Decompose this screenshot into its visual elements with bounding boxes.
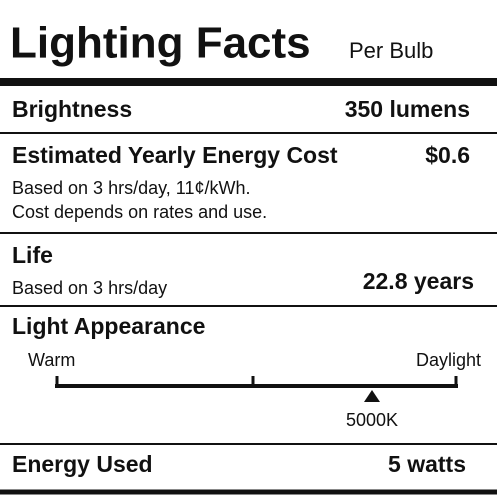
cost-value: $0.6 xyxy=(425,142,470,168)
brightness-label: Brightness xyxy=(12,96,132,122)
cost-note: Cost depends on rates and use. xyxy=(12,202,267,222)
appearance-value: 5000K xyxy=(346,410,398,430)
cost-label: Estimated Yearly Energy Cost xyxy=(12,142,338,168)
cost-note: Based on 3 hrs/day, 11¢/kWh. xyxy=(12,178,250,198)
life-note: Based on 3 hrs/day xyxy=(12,278,167,298)
energy-label: Energy Used xyxy=(12,451,153,477)
appearance-label: Light Appearance xyxy=(12,313,205,339)
energy-value: 5 watts xyxy=(388,451,466,477)
life-label: Life xyxy=(12,242,53,268)
life-value: 22.8 years xyxy=(363,268,474,294)
scale-left: Warm xyxy=(28,350,75,370)
appearance-scale xyxy=(55,376,458,402)
brightness-value: 350 lumens xyxy=(345,96,470,122)
subtitle: Per Bulb xyxy=(349,38,433,63)
title: Lighting Facts xyxy=(10,19,311,68)
scale-marker xyxy=(364,390,380,402)
scale-right: Daylight xyxy=(416,350,481,370)
